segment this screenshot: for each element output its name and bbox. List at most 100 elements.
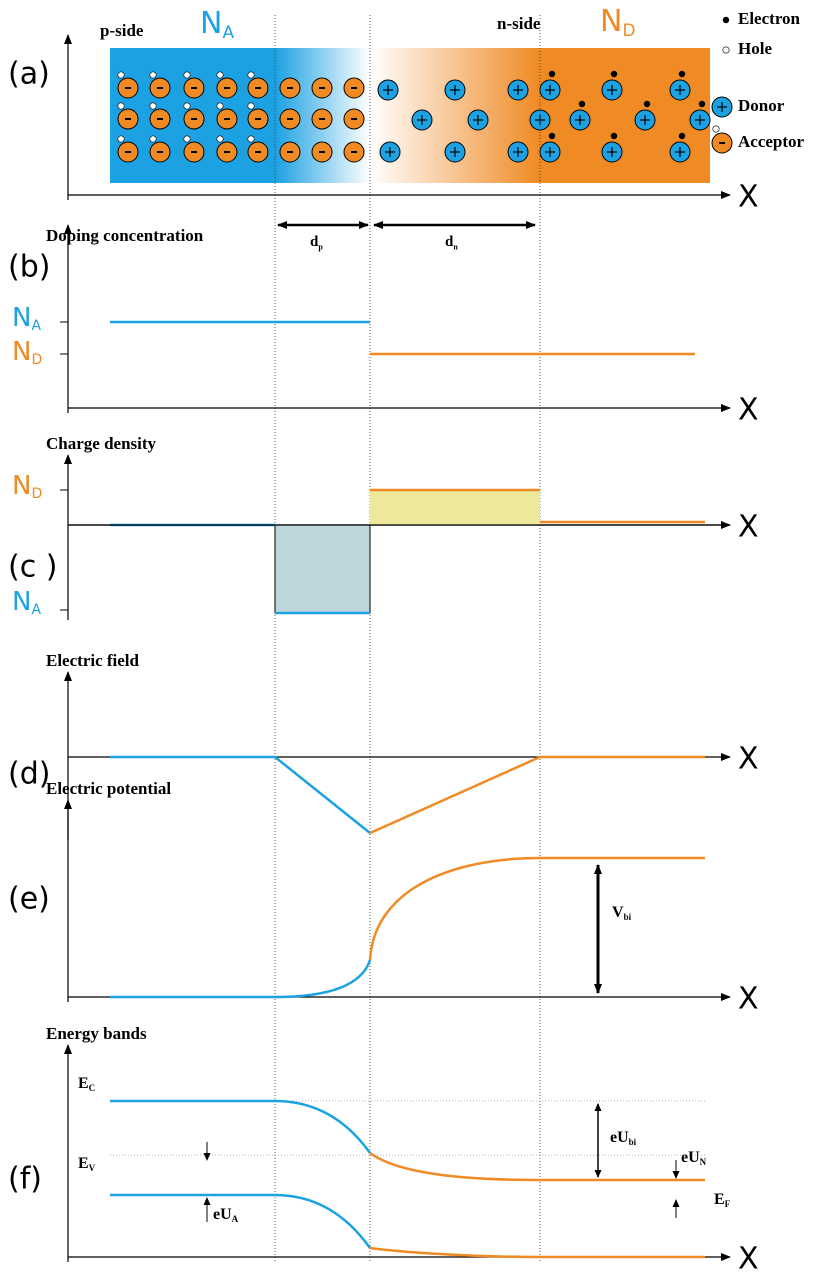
nd-tick-label: ND xyxy=(12,337,42,368)
nd-tick-label: ND xyxy=(12,471,42,502)
nd-label: ND xyxy=(600,4,636,42)
nd-label-sub: D xyxy=(622,21,635,41)
negative-charge xyxy=(275,525,370,613)
hole xyxy=(150,72,156,78)
electron xyxy=(611,133,617,139)
x-axis-label: X xyxy=(738,393,759,428)
dp-label-sub: p xyxy=(318,242,323,251)
hole xyxy=(184,72,190,78)
ec-label: EC xyxy=(78,1075,95,1093)
hole xyxy=(217,103,223,109)
field-n xyxy=(370,757,705,833)
hole xyxy=(150,103,156,109)
nd-tick-label-sub: D xyxy=(31,352,42,368)
positive-charge xyxy=(370,490,540,525)
na-tick-label-sub: A xyxy=(31,602,41,618)
eubi-label: eUbi xyxy=(610,1129,637,1147)
panel-title: Electric potential xyxy=(46,779,171,798)
potential-n xyxy=(370,858,705,960)
x-axis-label: X xyxy=(738,1242,759,1277)
panel-label: (e) xyxy=(8,882,50,917)
hole xyxy=(118,136,124,142)
x-axis-label: X xyxy=(738,180,759,215)
n-side-label: n-side xyxy=(497,14,541,33)
hole xyxy=(118,72,124,78)
nd-tick-label-base: N xyxy=(12,337,31,367)
vbi-label-base: V xyxy=(612,904,624,921)
legend-acceptor: Acceptor xyxy=(738,132,805,151)
na-tick-label-sub: A xyxy=(31,318,41,334)
electron xyxy=(611,71,617,77)
hole xyxy=(248,72,254,78)
eua-label-base: eU xyxy=(213,1206,232,1223)
electron xyxy=(679,71,685,77)
x-axis-label: X xyxy=(738,742,759,777)
ev-label-base: E xyxy=(78,1155,89,1172)
p-side-label: p-side xyxy=(100,21,144,40)
panel-label: (d) xyxy=(8,757,50,792)
hole xyxy=(723,47,729,53)
ev-label-sub: V xyxy=(89,1163,96,1173)
hole xyxy=(184,136,190,142)
panel-title: Energy bands xyxy=(46,1024,147,1043)
hole xyxy=(713,126,719,132)
ec-label-base: E xyxy=(78,1075,89,1092)
panel-title: Doping concentration xyxy=(46,226,204,245)
hole xyxy=(217,136,223,142)
ef-label-sub: F xyxy=(725,1199,731,1209)
vbi-label-sub: bi xyxy=(624,912,632,922)
ev-n xyxy=(370,1248,705,1257)
na-label-sub: A xyxy=(222,23,234,43)
eubi-label-sub: bi xyxy=(629,1137,637,1147)
electron xyxy=(579,101,585,107)
vbi-label: Vbi xyxy=(612,904,632,922)
panel-title: Charge density xyxy=(46,434,157,453)
electron xyxy=(723,17,729,23)
ef-label: EF xyxy=(714,1191,731,1209)
na-label-base: N xyxy=(200,6,222,41)
panel-title: Electric field xyxy=(46,651,140,670)
hole xyxy=(217,72,223,78)
ec-n xyxy=(370,1153,705,1180)
hole xyxy=(150,136,156,142)
electron xyxy=(549,133,555,139)
hole xyxy=(248,136,254,142)
panel-label: (b) xyxy=(8,250,50,285)
legend-hole: Hole xyxy=(738,39,772,58)
ev-label: EV xyxy=(78,1155,96,1173)
pn-junction-diagram: ElectronHoleDonorAcceptorp-siden-sideNAN… xyxy=(0,0,830,1282)
electron xyxy=(549,71,555,77)
ev-p xyxy=(110,1195,370,1248)
hole xyxy=(118,103,124,109)
panel-label: (a) xyxy=(8,57,50,92)
eun-label-base: eU xyxy=(681,1149,700,1166)
panel-label: (c ) xyxy=(8,550,57,585)
nd-tick-label-sub: D xyxy=(31,486,42,502)
hole xyxy=(248,103,254,109)
eua-label-sub: A xyxy=(232,1214,239,1224)
electron xyxy=(644,101,650,107)
eun-label: eUN xyxy=(681,1149,707,1167)
x-axis-label: X xyxy=(738,982,759,1017)
nd-tick-label-base: N xyxy=(12,471,31,501)
legend-donor: Donor xyxy=(738,96,785,115)
na-tick-label: NA xyxy=(12,587,41,618)
x-axis-label: X xyxy=(738,510,759,545)
electron xyxy=(679,133,685,139)
nd-label-base: N xyxy=(600,4,622,39)
ec-p xyxy=(110,1101,370,1153)
dp-label: dp xyxy=(310,234,323,251)
potential-p xyxy=(110,960,370,997)
ef-label-base: E xyxy=(714,1191,725,1208)
eua-label: eUA xyxy=(213,1206,239,1224)
panel-label: (f) xyxy=(8,1162,42,1197)
na-tick-label: NA xyxy=(12,303,41,334)
eun-label-sub: N xyxy=(700,1157,707,1167)
ec-label-sub: C xyxy=(89,1083,96,1093)
na-tick-label-base: N xyxy=(12,303,31,333)
electron xyxy=(699,101,705,107)
dn-label: dn xyxy=(445,234,458,251)
na-label: NA xyxy=(200,6,234,44)
hole xyxy=(184,103,190,109)
legend-electron: Electron xyxy=(738,9,801,28)
